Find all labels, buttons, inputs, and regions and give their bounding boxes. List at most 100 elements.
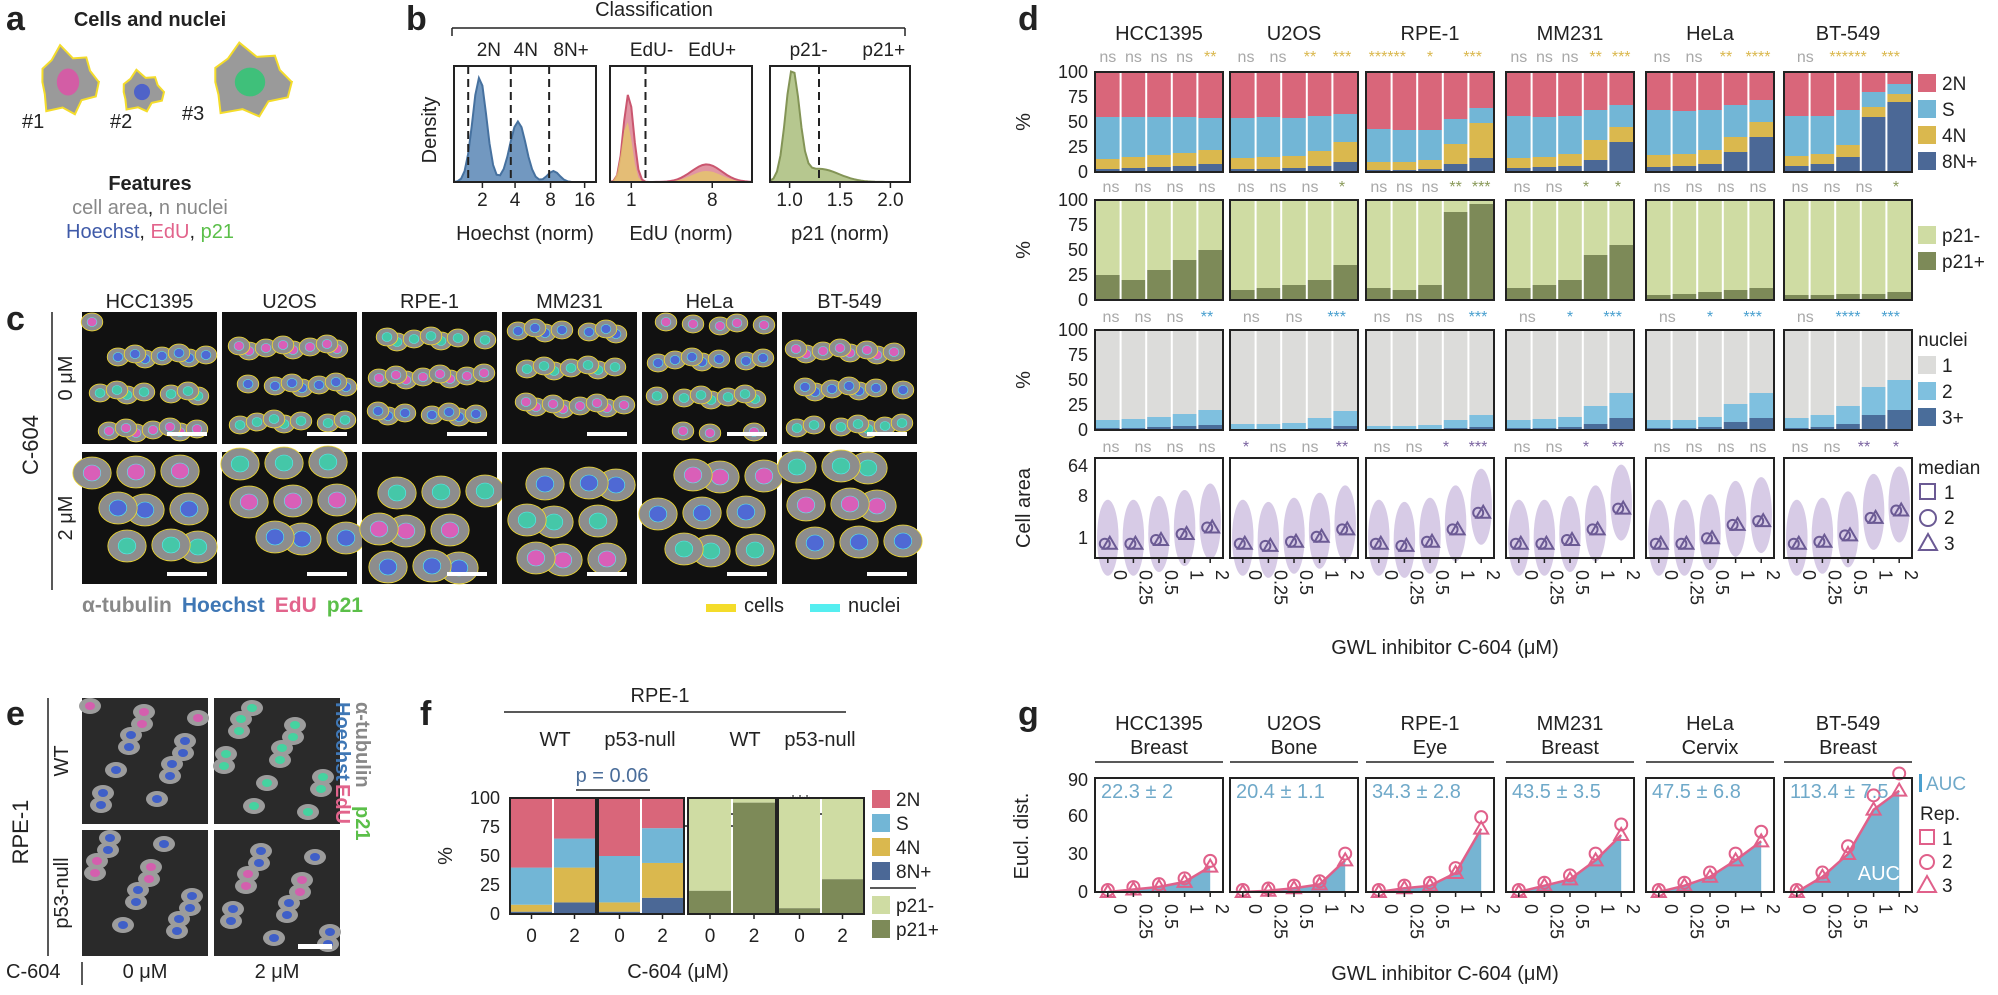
bar-2N	[511, 798, 552, 868]
bar-S	[1532, 117, 1557, 157]
median-marker	[1866, 508, 1885, 524]
significance-label: ns	[1374, 439, 1391, 456]
bar-nuclei-1	[1443, 330, 1468, 430]
replicate-marker	[1446, 864, 1465, 879]
nucleus	[310, 853, 320, 861]
micrograph	[220, 445, 366, 584]
bar-8N+	[1507, 168, 1531, 172]
median-marker	[1703, 529, 1721, 545]
violin	[1257, 501, 1280, 578]
micrograph	[502, 452, 637, 584]
legend-label: 2	[1942, 852, 1953, 873]
bar-p21-pos	[1810, 295, 1835, 300]
nucleus	[274, 454, 294, 472]
nucleus	[758, 320, 770, 330]
bar-p21-pos	[1147, 270, 1171, 300]
nucleus	[714, 321, 726, 331]
nucleus	[651, 391, 663, 401]
violin	[1419, 497, 1441, 574]
bar-p21-pos	[779, 908, 820, 914]
class-label: 2N	[477, 40, 501, 61]
significance-label: *	[1583, 179, 1589, 196]
bar-S	[1147, 117, 1171, 155]
cell-line-header: RPE-1	[1401, 713, 1460, 735]
facet-frame	[1645, 71, 1775, 173]
median-marker	[1177, 525, 1196, 541]
stain-term: EdU	[275, 594, 317, 617]
bar-nuclei-2	[1583, 406, 1608, 424]
nucleus	[325, 928, 335, 936]
bar-nuclei-2	[1418, 425, 1442, 429]
features-line-2: Hoechst, EdU, p21	[66, 221, 234, 243]
significance-label: ***	[1469, 439, 1488, 456]
auc-value: 43.5 ± 3.5	[1512, 781, 1601, 803]
bar-nuclei-2	[1836, 406, 1860, 424]
significance-label: *	[1707, 309, 1713, 326]
bar-p21-neg	[1749, 200, 1773, 288]
nucleus	[165, 389, 177, 399]
significance-label: ns	[1270, 439, 1287, 456]
bar-S	[1810, 116, 1835, 154]
histogram-frame	[609, 65, 753, 183]
nucleus	[799, 382, 811, 392]
dose-tick-label: 0.25	[1406, 904, 1426, 939]
replicate-marker	[1726, 851, 1745, 867]
nucleus	[167, 760, 177, 768]
facet-frame	[1505, 71, 1635, 173]
nucleus	[327, 491, 347, 509]
dose-tick-label: 2	[1763, 570, 1783, 580]
dose-tick-label: 1	[1187, 904, 1207, 914]
significance-label: ns	[1286, 309, 1303, 326]
histogram-hoechst: 2N 4N 8N+ 2 4 8 16 Hoechst (norm)	[453, 40, 597, 245]
nucleus	[290, 721, 300, 729]
group-label: WT	[729, 729, 760, 751]
significance-label: ***	[1463, 49, 1482, 66]
bar-8N+	[1418, 169, 1442, 172]
dose-tick-label: 2	[1623, 904, 1643, 914]
nucleus	[295, 416, 307, 426]
facet-frame	[509, 797, 597, 915]
nucleus	[172, 927, 182, 935]
nucleus	[118, 921, 128, 929]
nucleus	[731, 318, 743, 328]
significance-label: **	[1204, 49, 1216, 66]
nucleus	[740, 356, 752, 366]
bar-p21-neg	[1333, 200, 1357, 265]
density-curve-edu-neg	[610, 122, 752, 182]
median-marker	[1338, 520, 1356, 536]
panel-label-f: f	[420, 695, 432, 733]
bar-p21-neg	[1647, 200, 1671, 295]
nucleus	[178, 749, 188, 757]
violin	[1508, 499, 1530, 576]
bar-nuclei-1	[1507, 330, 1531, 430]
density-label: Density	[419, 97, 441, 164]
significance-label: ns	[1438, 309, 1455, 326]
bar-nuclei-1	[1333, 330, 1357, 430]
density-curve	[769, 70, 910, 183]
dose-tick-label: 1	[1598, 570, 1618, 580]
bar-4N	[1672, 154, 1697, 166]
bar-8N+	[1583, 160, 1608, 172]
nucleus	[242, 379, 254, 389]
bar-nuclei-2	[1392, 426, 1417, 429]
pct-tick-label: 50	[480, 846, 500, 866]
nucleus	[817, 346, 829, 356]
cell-1-label: #1	[22, 111, 44, 133]
significance-label: **	[1449, 179, 1461, 196]
significance-label: ns	[1396, 179, 1413, 196]
significance-label: ns	[1406, 439, 1423, 456]
violin	[1559, 495, 1581, 572]
bar-2N	[1333, 72, 1357, 114]
significance-label: **	[1201, 309, 1213, 326]
nucleus	[583, 327, 595, 337]
dose-tick-label: 1	[1738, 904, 1758, 914]
nucleus	[236, 715, 246, 723]
bar-2N	[1723, 72, 1748, 105]
pct-axis-label: %	[1013, 241, 1035, 259]
feature-term: EdU	[151, 221, 190, 243]
nucleus	[674, 540, 694, 558]
bar-2N	[1532, 72, 1557, 117]
pct-tick-label: 75	[1068, 215, 1088, 235]
bar-S	[1861, 92, 1886, 107]
